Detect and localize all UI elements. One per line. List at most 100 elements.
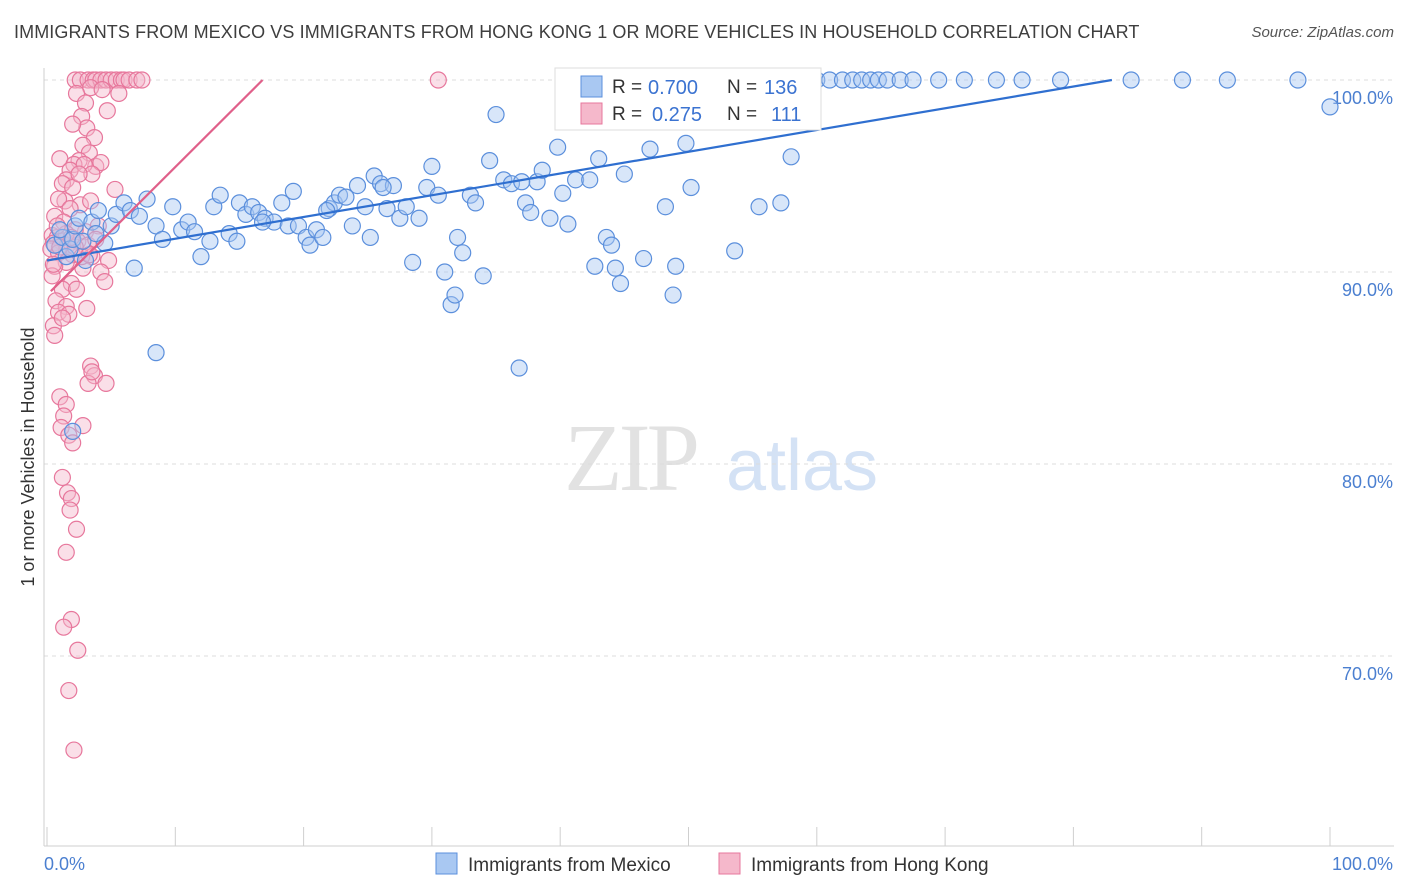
point-hongkong [74,417,92,435]
source-credit: Source: ZipAtlas.com [1251,24,1394,41]
point-mexico [361,228,379,247]
point-mexico [869,71,887,89]
point-mexico [404,253,422,271]
series-legend: Immigrants from Mexico Immigrants from H… [435,852,989,876]
point-hongkong [96,273,114,291]
x-tick-label-min: 0.0% [44,854,85,874]
point-mexico [201,232,219,250]
y-tick-label: 90.0% [1342,280,1393,300]
point-mexico [682,178,700,197]
point-hongkong [55,618,73,636]
point-mexico [301,236,319,254]
trendline-mexico [46,78,1113,262]
bottom-legend-label-mexico: Immigrants from Mexico [468,855,671,876]
bottom-legend-label-hongkong: Immigrants from Hong Kong [751,855,989,876]
legend-swatch-hongkong [580,102,603,125]
point-hongkong [53,468,71,487]
point-mexico [615,165,633,183]
point-mexico [474,267,492,285]
point-mexico [634,249,653,268]
point-mexico [955,71,973,89]
point-mexico [76,251,95,270]
point-hongkong [98,102,116,120]
y-tick-labels: 100.0% 90.0% 80.0% 70.0% [1332,88,1393,684]
point-hongkong [83,165,101,183]
watermark: ZIP atlas [564,404,878,511]
point-mexico [410,209,428,227]
point-mexico [318,201,336,220]
point-mexico [541,209,559,227]
point-mexico [337,188,355,206]
gridlines [44,79,1394,657]
point-mexico [853,71,871,89]
point-mexico [891,71,909,89]
point-mexico [586,257,604,275]
point-hongkong [53,309,71,327]
point-hongkong [67,520,86,538]
point-mexico [179,213,197,231]
point-mexico [51,221,69,239]
y-tick-label: 80.0% [1342,472,1393,492]
point-hongkong [97,374,115,392]
point-hongkong [82,357,100,375]
point-hongkong [46,326,64,344]
point-mexico [1289,71,1307,89]
point-hongkong [110,84,128,103]
point-mexico [64,422,82,440]
x-tick-label-max: 100.0% [1332,854,1393,874]
point-mexico [70,209,88,227]
point-hongkong [76,94,95,112]
point-mexico [1321,98,1339,116]
point-hongkong [65,741,83,759]
point-mexico [273,194,291,212]
point-mexico [250,203,268,222]
point-mexico [487,105,505,124]
point-mexico [510,359,528,377]
trendline-hongkong [50,79,264,292]
point-mexico [64,230,82,248]
y-tick-label: 70.0% [1342,664,1393,684]
point-mexico [930,71,948,89]
point-hongkong [92,263,110,281]
point-hongkong [106,180,124,199]
point-mexico [1122,71,1140,89]
point-hongkong [66,71,84,89]
point-mexico [821,71,839,89]
point-mexico [164,198,182,216]
point-mexico [656,198,675,216]
series-mexico-points [46,71,1339,440]
point-hongkong [71,196,89,214]
point-mexico [611,274,630,293]
point-mexico [87,225,105,243]
point-mexico [549,138,567,156]
point-mexico [138,190,156,208]
axes [43,68,1394,847]
chart-title: IMMIGRANTS FROM MEXICO VS IMMIGRANTS FRO… [14,22,1140,42]
point-mexico [481,152,499,170]
point-hongkong [67,280,86,298]
point-mexico [641,140,659,158]
point-hongkong [128,71,146,89]
point-mexico [554,184,572,202]
point-mexico [987,71,1006,89]
stats-legend: R = 0.700 N = 136 R = 0.275 N = 111 [554,67,822,131]
point-mexico [448,228,467,247]
point-mexico [772,194,790,212]
point-mexico [284,182,302,200]
point-hongkong [61,501,79,519]
legend-n-label-mexico: N = [727,77,757,98]
point-mexico [442,296,460,314]
point-hongkong [429,71,447,89]
point-hongkong [133,71,151,89]
point-mexico [667,257,685,275]
point-hongkong [92,153,110,172]
point-hongkong [70,165,88,183]
bottom-legend-swatch-hongkong [718,852,741,875]
legend-n-value-hongkong: 111 [771,104,801,126]
point-mexico [330,186,349,204]
point-mexico [147,344,165,362]
point-mexico [243,198,261,216]
point-mexico [314,228,332,247]
point-mexico [343,217,361,235]
